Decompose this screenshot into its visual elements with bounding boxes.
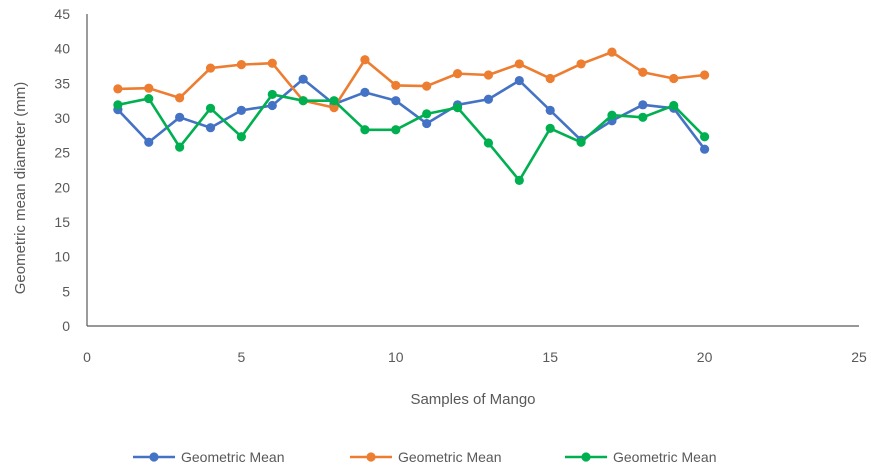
series-line [117, 93, 706, 182]
data-point [391, 80, 401, 91]
data-point [267, 100, 277, 111]
data-point [422, 81, 432, 91]
y-tick-label: 10 [54, 249, 70, 265]
data-point [483, 138, 494, 148]
data-point [638, 67, 648, 77]
data-point [700, 70, 710, 80]
legend-item-1: Geometric Mean [133, 449, 284, 465]
data-point [205, 103, 216, 113]
data-point [360, 87, 370, 97]
data-point [422, 118, 432, 129]
data-point [113, 84, 123, 94]
legend-marker [149, 452, 159, 462]
data-point [638, 100, 648, 110]
legend-marker [366, 452, 376, 462]
data-point [514, 175, 524, 185]
x-tick-label: 25 [851, 349, 867, 365]
series-line [116, 77, 706, 150]
y-tick-label: 45 [54, 6, 70, 22]
y-tick-label: 20 [54, 179, 70, 195]
series-layer [113, 47, 710, 185]
data-point [205, 123, 216, 133]
data-point [700, 144, 710, 154]
data-point [175, 93, 185, 103]
data-point [175, 142, 185, 152]
y-axis-title: Geometric mean diameter (mm) [12, 82, 29, 295]
series-line [117, 50, 705, 109]
data-point [175, 112, 185, 122]
data-point [360, 55, 370, 65]
y-tick-label: 40 [54, 41, 70, 57]
data-point [144, 83, 154, 93]
y-tick-label: 35 [54, 75, 70, 91]
y-axis-ticks: 0 5 10 15 20 25 30 35 40 45 [54, 6, 70, 334]
data-point [452, 103, 463, 113]
x-tick-label: 15 [542, 349, 558, 365]
legend-label: Geometric Mean [398, 449, 501, 465]
data-point [267, 89, 277, 100]
data-point [545, 73, 555, 84]
data-point [483, 94, 494, 104]
legend: Geometric Mean Geometric Mean Geometric Me… [133, 449, 716, 465]
x-tick-label: 20 [697, 349, 713, 365]
data-point [391, 96, 401, 106]
legend-label: Geometric Mean [181, 449, 284, 465]
data-point [545, 123, 555, 133]
series-3 [113, 89, 710, 185]
data-point [545, 105, 555, 115]
data-point [236, 105, 246, 115]
data-point [514, 59, 524, 69]
legend-label: Geometric Mean [613, 449, 716, 465]
data-point [298, 96, 308, 106]
data-point [607, 47, 617, 57]
data-point [576, 59, 586, 69]
y-tick-label: 25 [54, 145, 70, 161]
data-point [236, 132, 246, 142]
legend-marker [581, 452, 591, 462]
data-point [422, 109, 432, 119]
data-point [236, 60, 246, 70]
series-2 [113, 47, 710, 113]
data-point [329, 103, 339, 113]
data-point [669, 100, 679, 111]
data-point [113, 100, 123, 110]
data-point [576, 137, 586, 147]
x-tick-label: 0 [83, 349, 91, 365]
x-tick-label: 10 [388, 349, 404, 365]
data-point [638, 112, 648, 122]
data-point [360, 125, 370, 135]
data-point [669, 73, 679, 84]
data-point [483, 70, 494, 80]
x-axis-title: Samples of Mango [410, 391, 535, 408]
data-point [267, 58, 277, 68]
data-point [144, 137, 154, 147]
y-tick-label: 0 [62, 318, 70, 334]
x-axis-ticks: 0 5 10 15 20 25 [83, 349, 867, 365]
data-point [205, 63, 216, 73]
x-tick-label: 5 [238, 349, 246, 365]
legend-item-2: Geometric Mean [350, 449, 501, 465]
data-point [298, 74, 308, 84]
y-tick-label: 30 [54, 110, 70, 126]
y-tick-label: 15 [54, 214, 70, 230]
data-point [391, 125, 401, 135]
data-point [514, 75, 524, 86]
legend-item-3: Geometric Mean [565, 449, 716, 465]
data-point [700, 132, 710, 142]
data-point [452, 69, 463, 79]
data-point [607, 110, 617, 120]
data-point [144, 93, 154, 104]
y-tick-label: 5 [62, 283, 70, 299]
data-point [329, 96, 339, 106]
